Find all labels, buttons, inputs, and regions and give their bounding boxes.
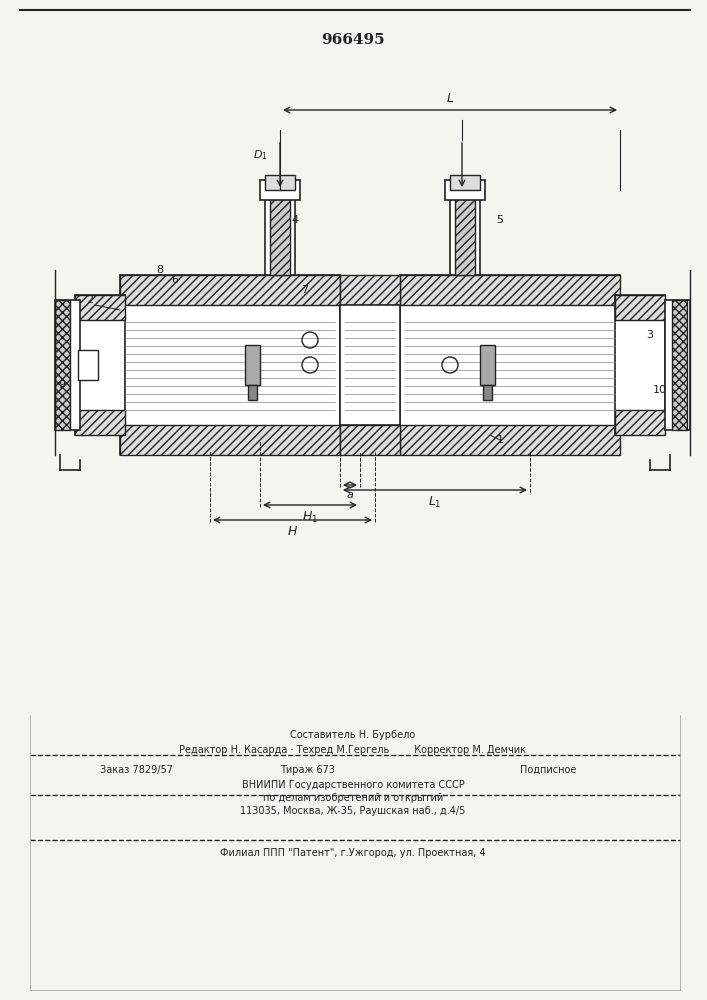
Bar (400, 425, 620, 455)
Text: Редактор Н. Касарда · Техред М.Гергель        Корректор М. Демчик: Редактор Н. Касарда · Техред М.Гергель К… (180, 745, 527, 755)
Bar (78, 350, 98, 380)
Bar (265, 195, 295, 275)
Text: $L_1$: $L_1$ (428, 495, 442, 510)
Bar (400, 275, 620, 455)
Bar (450, 195, 480, 275)
Bar (55, 300, 80, 430)
Text: $H_1$: $H_1$ (302, 510, 318, 525)
Text: Составитель Н. Бурбело: Составитель Н. Бурбело (291, 730, 416, 740)
Bar (672, 300, 687, 430)
Text: 1: 1 (496, 435, 503, 445)
Bar (480, 345, 495, 385)
Text: 8: 8 (156, 265, 163, 275)
Bar (270, 195, 290, 275)
Bar (445, 180, 485, 200)
Text: 966495: 966495 (321, 33, 385, 47)
Text: Подписное: Подписное (520, 765, 576, 775)
Text: по делам изобретений и открытий: по делам изобретений и открытий (263, 793, 443, 803)
Text: H: H (287, 525, 297, 538)
Bar (340, 305, 400, 425)
Text: Тираж 673: Тираж 673 (280, 765, 335, 775)
Bar (615, 410, 665, 435)
Text: L: L (447, 92, 453, 105)
Text: a: a (346, 490, 354, 500)
Bar (245, 345, 260, 385)
Bar (400, 275, 620, 305)
Bar (55, 300, 70, 430)
Text: 2: 2 (86, 295, 93, 305)
Bar (483, 385, 492, 400)
Text: 10: 10 (653, 385, 667, 395)
Text: 6: 6 (172, 275, 178, 285)
Text: 7: 7 (301, 285, 308, 295)
Text: Заказ 7829/57: Заказ 7829/57 (100, 765, 173, 775)
Polygon shape (340, 275, 400, 305)
Text: Филиал ППП "Патент", г.Ужгород, ул. Проектная, 4: Филиал ППП "Патент", г.Ужгород, ул. Прое… (220, 848, 486, 858)
Text: 9: 9 (59, 380, 66, 390)
Polygon shape (340, 425, 400, 455)
Bar (615, 295, 665, 435)
Bar (260, 180, 300, 200)
Bar (615, 295, 665, 320)
Bar (455, 195, 475, 275)
Text: 5: 5 (496, 215, 503, 225)
Bar (75, 410, 125, 435)
Bar (75, 295, 125, 435)
Bar (75, 295, 125, 320)
Bar (120, 425, 340, 455)
Text: 113035, Москва, Ж-35, Раушская наб., д.4/5: 113035, Москва, Ж-35, Раушская наб., д.4… (240, 806, 466, 816)
Bar (248, 385, 257, 400)
Bar (450, 175, 480, 190)
Bar (120, 275, 340, 305)
Text: ВНИИПИ Государственного комитета СССР: ВНИИПИ Государственного комитета СССР (242, 780, 464, 790)
Text: 4: 4 (291, 215, 298, 225)
Text: 3: 3 (646, 330, 653, 340)
Bar (265, 175, 295, 190)
Bar (120, 275, 340, 455)
Bar (665, 300, 690, 430)
Text: $D_1$: $D_1$ (253, 148, 268, 162)
